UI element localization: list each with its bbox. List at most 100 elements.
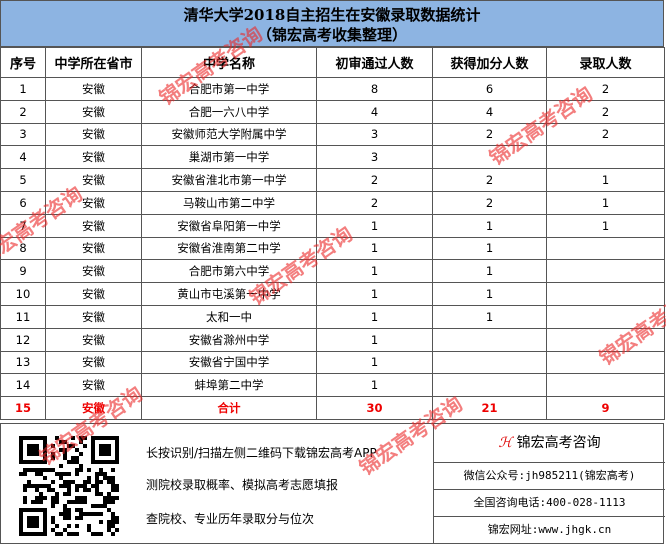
table-row: 5 安徽 安徽省淮北市第一中学 2 2 1 xyxy=(0,168,665,192)
table-cell: 1 xyxy=(316,213,433,238)
table-cell xyxy=(432,350,547,375)
table-cell: 1 xyxy=(432,213,547,238)
table-cell: 2 xyxy=(432,122,547,147)
total-cell: 合计 xyxy=(141,396,317,420)
table-cell: 1 xyxy=(432,259,547,284)
table-cell: 安徽 xyxy=(45,282,142,306)
table-row: 1 安徽 合肥市第一中学 8 6 2 xyxy=(0,77,665,101)
table-cell: 10 xyxy=(0,282,46,306)
table-cell: 5 xyxy=(0,168,46,192)
table-cell: 安徽 xyxy=(45,99,142,124)
total-cell: 21 xyxy=(432,396,547,420)
table-row: 8 安徽 安徽省淮南第二中学 1 1 xyxy=(0,236,665,261)
table-cell: 13 xyxy=(0,350,46,375)
table-cell: 1 xyxy=(316,259,433,284)
table-cell: 2 xyxy=(546,77,665,101)
table-row: 4 安徽 巢湖市第一中学 3 xyxy=(0,145,665,170)
table-cell: 1 xyxy=(316,373,433,398)
table-row: 10 安徽 黄山市屯溪第一中学 1 1 xyxy=(0,282,665,306)
brand-logo-icon: ℋ xyxy=(498,435,513,451)
table-cell: 2 xyxy=(546,99,665,124)
table-cell: 6 xyxy=(0,190,46,215)
phone: 全国咨询电话:400-028-1113 xyxy=(434,489,665,516)
table-cell: 黄山市屯溪第一中学 xyxy=(141,282,317,306)
table-cell xyxy=(432,373,547,398)
brand: ℋ 锦宏高考咨询 xyxy=(498,435,601,451)
table-cell: 安徽 xyxy=(45,350,142,375)
admission-table: 序号 中学所在省市 中学名称 初审通过人数 获得加分人数 录取人数 1 安徽 合肥市第一中学 8… xyxy=(0,47,665,420)
table-cell: 3 xyxy=(316,145,433,170)
table-cell: 8 xyxy=(0,236,46,261)
table-cell: 安徽 xyxy=(45,236,142,261)
column-header: 中学所在省市 xyxy=(45,47,142,78)
table-cell: 1 xyxy=(316,282,433,306)
table-cell: 1 xyxy=(432,304,547,329)
table-row: 7 安徽 安徽省阜阳第一中学 1 1 1 xyxy=(0,213,665,238)
table-cell: 1 xyxy=(432,236,547,261)
table-cell: 2 xyxy=(316,168,433,192)
table-cell: 安徽省宁国中学 xyxy=(141,350,317,375)
table-cell: 2 xyxy=(546,122,665,147)
table-cell: 安徽省淮北市第一中学 xyxy=(141,168,317,192)
table-cell xyxy=(546,259,665,284)
table-cell: 安徽 xyxy=(45,77,142,101)
table-cell: 1 xyxy=(546,168,665,192)
table-cell: 1 xyxy=(316,327,433,352)
footer: 长按识别/扫描左侧二维码下载锦宏高考APP 测院校录取概率、模拟高考志愿填报 查… xyxy=(0,423,665,544)
column-header: 序号 xyxy=(0,47,46,78)
table-row: 11 安徽 太和一中 1 1 xyxy=(0,304,665,329)
website: 锦宏网址:www.jhgk.cn xyxy=(434,516,665,543)
table-cell: 1 xyxy=(316,304,433,329)
table-cell: 安徽省淮南第二中学 xyxy=(141,236,317,261)
table-cell: 安徽 xyxy=(45,373,142,398)
table-row: 6 安徽 马鞍山市第二中学 2 2 1 xyxy=(0,190,665,215)
table-cell: 1 xyxy=(316,236,433,261)
table-cell: 2 xyxy=(432,190,547,215)
table-cell: 安徽 xyxy=(45,190,142,215)
table-cell: 1 xyxy=(546,213,665,238)
total-cell: 30 xyxy=(316,396,433,420)
total-cell: 安徽 xyxy=(45,396,142,420)
table-cell xyxy=(546,236,665,261)
table-cell: 4 xyxy=(316,99,433,124)
table-cell: 9 xyxy=(0,259,46,284)
qr-code xyxy=(19,436,119,536)
table-cell: 合肥市第一中学 xyxy=(141,77,317,101)
table-cell: 安徽 xyxy=(45,122,142,147)
table-cell xyxy=(546,145,665,170)
table-cell: 1 xyxy=(432,282,547,306)
column-header: 获得加分人数 xyxy=(432,47,547,78)
table-cell: 安徽 xyxy=(45,327,142,352)
table-cell: 安徽师范大学附属中学 xyxy=(141,122,317,147)
column-header: 初审通过人数 xyxy=(316,47,433,78)
table-cell: 安徽省滁州中学 xyxy=(141,327,317,352)
table-row: 3 安徽 安徽师范大学附属中学 3 2 2 xyxy=(0,122,665,147)
wechat: 微信公众号:jh985211(锦宏高考) xyxy=(434,462,665,489)
table-cell xyxy=(546,282,665,306)
table-title: 清华大学2018自主招生在安徽录取数据统计 （锦宏高考收集整理） xyxy=(0,0,664,47)
table-cell: 2 xyxy=(0,99,46,124)
table-cell: 马鞍山市第二中学 xyxy=(141,190,317,215)
table-cell: 安徽省阜阳第一中学 xyxy=(141,213,317,238)
table-cell: 3 xyxy=(0,122,46,147)
total-row: 15 安徽 合计 30 21 9 xyxy=(0,396,665,420)
table-row: 14 安徽 蚌埠第二中学 1 xyxy=(0,373,665,398)
table-cell xyxy=(546,327,665,352)
table-cell: 4 xyxy=(432,99,547,124)
table-cell: 1 xyxy=(0,77,46,101)
table-cell: 巢湖市第一中学 xyxy=(141,145,317,170)
table-cell: 8 xyxy=(316,77,433,101)
table-cell: 合肥一六八中学 xyxy=(141,99,317,124)
table-cell xyxy=(432,327,547,352)
table-cell: 合肥市第六中学 xyxy=(141,259,317,284)
table-cell xyxy=(546,304,665,329)
table-cell: 12 xyxy=(0,327,46,352)
column-header: 录取人数 xyxy=(546,47,665,78)
table-cell: 安徽 xyxy=(45,304,142,329)
table-row: 9 安徽 合肥市第六中学 1 1 xyxy=(0,259,665,284)
table-cell: 蚌埠第二中学 xyxy=(141,373,317,398)
table-row: 12 安徽 安徽省滁州中学 1 xyxy=(0,327,665,352)
table-cell: 2 xyxy=(432,168,547,192)
table-cell: 14 xyxy=(0,373,46,398)
total-cell: 15 xyxy=(0,396,46,420)
